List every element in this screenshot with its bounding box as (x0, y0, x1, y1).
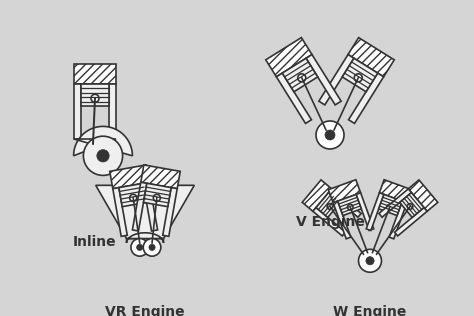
Text: W Engine: W Engine (333, 305, 407, 316)
Circle shape (97, 150, 109, 162)
Circle shape (143, 239, 161, 256)
Polygon shape (337, 194, 361, 216)
Polygon shape (348, 73, 383, 124)
Circle shape (407, 204, 413, 209)
Text: VR Engine: VR Engine (105, 305, 185, 316)
Polygon shape (110, 165, 149, 189)
Polygon shape (328, 189, 361, 217)
Circle shape (153, 194, 160, 201)
Polygon shape (313, 208, 346, 236)
Circle shape (347, 204, 353, 210)
Text: V Engine: V Engine (296, 215, 365, 229)
Polygon shape (163, 188, 177, 236)
Polygon shape (348, 38, 394, 77)
Polygon shape (408, 180, 438, 211)
Circle shape (137, 244, 143, 251)
Polygon shape (74, 84, 81, 139)
Polygon shape (143, 182, 157, 231)
Circle shape (83, 136, 123, 175)
Circle shape (131, 239, 148, 256)
Polygon shape (81, 84, 109, 106)
Polygon shape (366, 193, 384, 230)
Polygon shape (141, 165, 180, 189)
Polygon shape (109, 84, 116, 139)
Circle shape (354, 74, 362, 82)
Circle shape (149, 244, 155, 251)
Circle shape (91, 94, 99, 102)
Polygon shape (379, 194, 402, 216)
Circle shape (387, 204, 392, 210)
Text: Inline: Inline (73, 235, 117, 249)
Polygon shape (283, 58, 318, 92)
Polygon shape (119, 183, 146, 207)
Polygon shape (266, 38, 312, 77)
Polygon shape (127, 233, 164, 243)
Polygon shape (144, 183, 171, 207)
Polygon shape (379, 180, 411, 203)
Polygon shape (342, 58, 378, 92)
Polygon shape (319, 55, 354, 105)
Circle shape (325, 130, 335, 140)
Polygon shape (276, 73, 311, 124)
Polygon shape (96, 185, 194, 239)
Polygon shape (356, 193, 374, 230)
Polygon shape (400, 192, 424, 217)
Polygon shape (389, 201, 407, 239)
Circle shape (358, 249, 382, 272)
Polygon shape (113, 188, 128, 236)
Polygon shape (132, 182, 147, 231)
Polygon shape (302, 180, 332, 211)
Polygon shape (379, 189, 411, 217)
Polygon shape (394, 208, 427, 236)
Polygon shape (316, 192, 340, 217)
Polygon shape (73, 126, 132, 156)
Circle shape (366, 257, 374, 265)
Circle shape (130, 194, 137, 201)
Polygon shape (333, 201, 351, 239)
Circle shape (316, 121, 344, 149)
Polygon shape (74, 64, 116, 84)
Polygon shape (306, 55, 341, 105)
Polygon shape (328, 180, 361, 203)
Circle shape (298, 74, 306, 82)
Circle shape (327, 204, 333, 209)
